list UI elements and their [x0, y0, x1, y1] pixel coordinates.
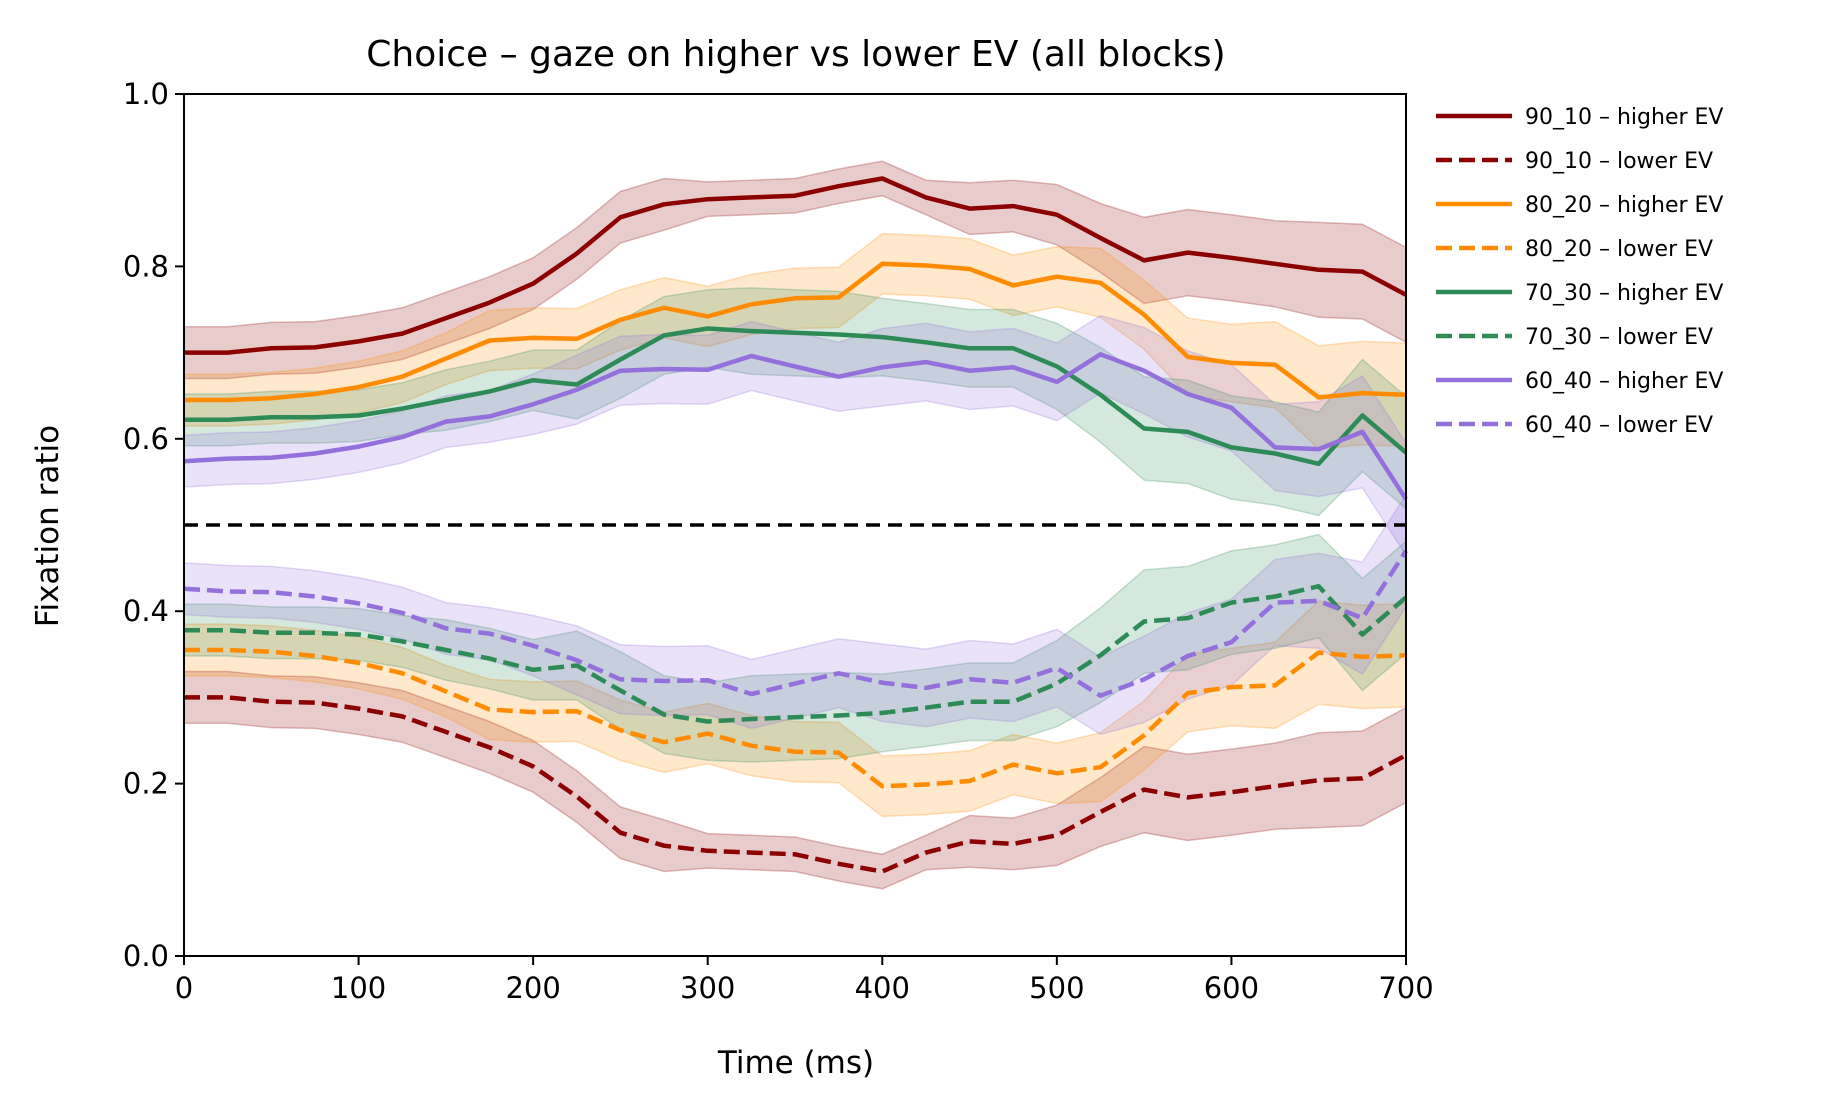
legend-label-4: 70_30 – higher EV [1525, 281, 1723, 306]
x-tick-label: 0 [175, 971, 193, 1005]
series-lines [183, 176, 1408, 874]
chart-title: Choice – gaze on higher vs lower EV (all… [366, 34, 1225, 75]
x-tick-label: 400 [855, 971, 910, 1005]
x-axis-title: Time (ms) [717, 1045, 874, 1081]
x-tick-label: 100 [331, 971, 386, 1005]
legend-label-6: 60_40 – higher EV [1525, 369, 1723, 394]
y-tick-label: 0.8 [123, 249, 169, 283]
x-tick-label: 300 [680, 971, 735, 1005]
line-series-2 [184, 261, 1407, 403]
line-series-3 [184, 647, 1407, 789]
legend-label-2: 80_20 – higher EV [1525, 193, 1723, 218]
y-axis-title: Fixation ratio [30, 425, 66, 627]
line-series-1 [184, 695, 1408, 874]
line-series-4 [184, 326, 1408, 467]
y-tick-label: 1.0 [123, 77, 169, 111]
x-tick-label: 500 [1029, 971, 1084, 1005]
legend-label-3: 80_20 – lower EV [1525, 237, 1713, 262]
y-tick-label: 0.4 [123, 594, 169, 628]
legend-label-1: 90_10 – lower EV [1525, 149, 1713, 174]
x-tick-label: 600 [1204, 971, 1259, 1005]
x-tick-label: 700 [1378, 971, 1433, 1005]
line-series-6 [183, 352, 1408, 501]
y-tick-label: 0.0 [123, 939, 169, 973]
confidence-bands [183, 160, 1407, 890]
y-tick-label: 0.2 [123, 767, 169, 801]
axes: 0 100 200 300 400 500 600 700 0.0 0.2 0.4 0.6 0.8 1.0 [123, 77, 1434, 1005]
plot-frame [183, 93, 1407, 957]
legend: 90_10 – higher EV 90_10 – lower EV 80_20 –… [1436, 105, 1723, 438]
line-series-5 [184, 583, 1408, 724]
legend-label-5: 70_30 – lower EV [1525, 325, 1713, 350]
x-tick-label: 200 [505, 971, 560, 1005]
y-tick-label: 0.6 [123, 422, 169, 456]
legend-label-0: 90_10 – higher EV [1525, 105, 1723, 130]
reference-lines [183, 94, 1406, 956]
line-series-0 [184, 176, 1408, 355]
legend-label-7: 60_40 – lower EV [1525, 413, 1713, 438]
line-series-7 [183, 549, 1408, 698]
